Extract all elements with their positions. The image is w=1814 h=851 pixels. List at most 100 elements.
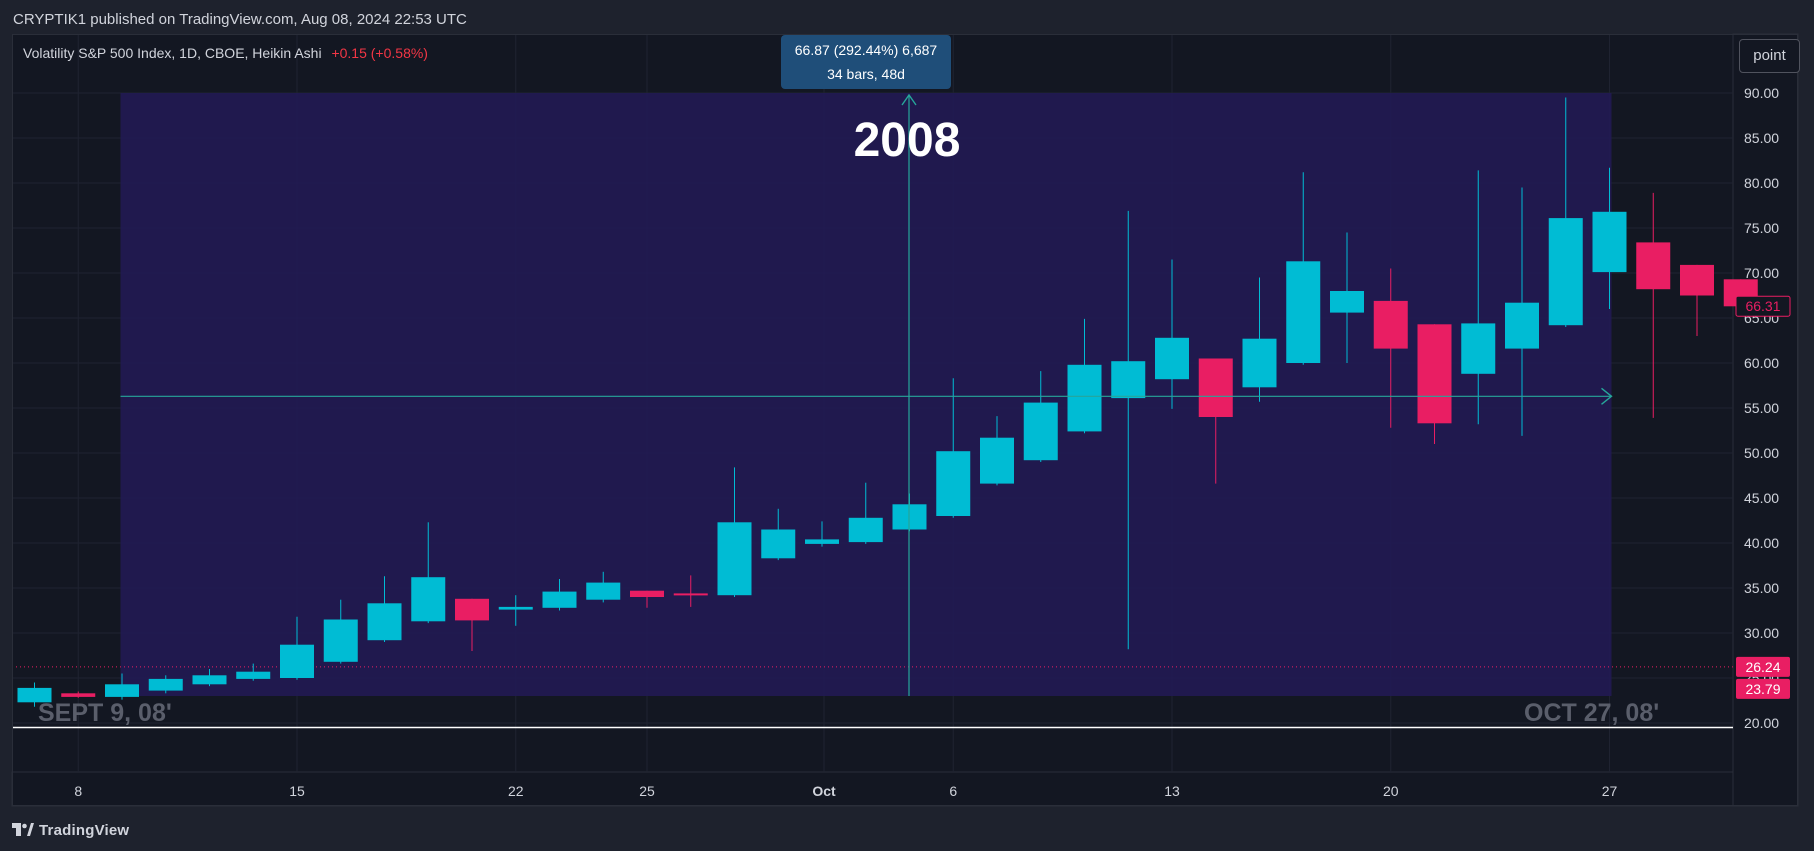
candle-body (1680, 264, 1714, 296)
candle (542, 579, 577, 611)
candle (936, 378, 971, 518)
candle (1373, 268, 1408, 428)
y-tick-label: 75.00 (1744, 220, 1779, 236)
measure-tooltip-value: 66.87 (292.44%) 6,687 (794, 42, 938, 58)
candle-body (367, 603, 402, 641)
measure-tooltip-bars: 34 bars, 48d (827, 66, 905, 82)
publish-header: CRYPTIK1 published on TradingView.com, A… (0, 0, 1814, 34)
candle (805, 521, 839, 547)
candle-body (1373, 300, 1408, 349)
y-tick-label: 85.00 (1744, 130, 1779, 146)
candle (105, 673, 139, 700)
y-tick-label: 40.00 (1744, 535, 1779, 551)
symbol-change: +0.15 (+0.58%) (331, 45, 428, 61)
candle-body (105, 684, 139, 697)
price-label: 66.31 (1735, 295, 1791, 317)
candle (411, 522, 446, 624)
symbol-name: Volatility S&P 500 Index, 1D, CBOE, Heik… (23, 45, 322, 61)
candle (1461, 170, 1496, 425)
candle (1417, 324, 1452, 444)
candle-body (1023, 402, 1058, 461)
candle (1592, 167, 1627, 309)
candle (192, 669, 227, 687)
y-tick-label: 90.00 (1744, 85, 1779, 101)
price-label: 23.79 (1736, 678, 1790, 699)
x-tick-label: 6 (949, 783, 957, 799)
candle-body (61, 693, 96, 697)
point-button[interactable]: point (1739, 39, 1800, 73)
measure-range-box (120, 93, 1612, 696)
candle (17, 682, 52, 707)
candle (236, 663, 271, 681)
x-tick-label: 27 (1602, 783, 1618, 799)
measure-tooltip: 66.87 (292.44%) 6,687 34 bars, 48d (781, 35, 951, 89)
measure-arrow-right (1601, 387, 1613, 405)
y-tick-label: 30.00 (1744, 625, 1779, 641)
candle-body (1330, 291, 1364, 313)
price-label-box (1736, 678, 1790, 699)
candle (630, 590, 664, 608)
candle-body (148, 678, 183, 691)
candle-body (1636, 242, 1671, 290)
price-label-text: 23.79 (1745, 681, 1780, 697)
candle-body (17, 687, 52, 703)
x-tick-label: 20 (1383, 783, 1399, 799)
y-tick-label: 80.00 (1744, 175, 1779, 191)
x-tick-label: 15 (289, 783, 305, 799)
year-annotation: 2008 (854, 114, 961, 167)
price-label-box (1735, 295, 1791, 317)
candle-body (630, 590, 664, 597)
candle-body (717, 522, 752, 596)
y-tick-label: 70.00 (1744, 265, 1779, 281)
x-tick-label: 22 (508, 783, 524, 799)
candle (1155, 259, 1189, 409)
candle-body (498, 606, 533, 610)
candle (1286, 172, 1321, 365)
end-date-annotation: OCT 27, 08' (1524, 699, 1659, 727)
y-tick-label: 45.00 (1744, 490, 1779, 506)
measure-arrow-up (901, 93, 917, 106)
y-tick-label: 55.00 (1744, 400, 1779, 416)
candle (1680, 264, 1714, 336)
candle (1505, 187, 1539, 436)
tradingview-logo-icon (12, 823, 34, 836)
candle (761, 508, 796, 561)
x-tick-label: 8 (74, 783, 82, 799)
x-tick-label: 25 (639, 783, 655, 799)
y-tick-label: 50.00 (1744, 445, 1779, 461)
start-date-annotation: SEPT 9, 08' (38, 699, 172, 727)
candle-body (411, 577, 446, 622)
price-label: 26.24 (1736, 656, 1790, 677)
x-tick-label: 13 (1164, 783, 1180, 799)
candle (1330, 232, 1364, 363)
candle (323, 599, 358, 664)
candle-body (1286, 261, 1321, 363)
price-axis (1732, 33, 1799, 807)
candle (498, 595, 533, 626)
candle-body (1505, 302, 1539, 349)
symbol-legend[interactable]: Volatility S&P 500 Index, 1D, CBOE, Heik… (23, 45, 428, 61)
chart-frame (12, 34, 1798, 806)
candle (717, 467, 752, 597)
candle-body (1067, 364, 1102, 432)
y-tick-label: 60.00 (1744, 355, 1779, 371)
price-label-text: 66.31 (1745, 298, 1780, 314)
candle (280, 616, 314, 680)
candle (980, 416, 1014, 486)
tradingview-logo[interactable]: TradingView (12, 820, 129, 840)
candle (1636, 192, 1671, 418)
candle-body (1592, 211, 1627, 273)
x-tick-label: Oct (812, 783, 836, 799)
tradingview-brand: TradingView (39, 821, 130, 839)
price-label-text: 26.24 (1745, 659, 1780, 675)
candle (848, 482, 883, 544)
candle-body (586, 582, 621, 600)
candle-body (673, 593, 708, 596)
y-tick-label: 20.00 (1744, 715, 1779, 731)
candle-body (761, 529, 796, 559)
y-tick-label: 35.00 (1744, 580, 1779, 596)
publish-line: CRYPTIK1 published on TradingView.com, A… (13, 11, 467, 28)
candle (455, 598, 489, 651)
candle-body (1198, 358, 1233, 417)
